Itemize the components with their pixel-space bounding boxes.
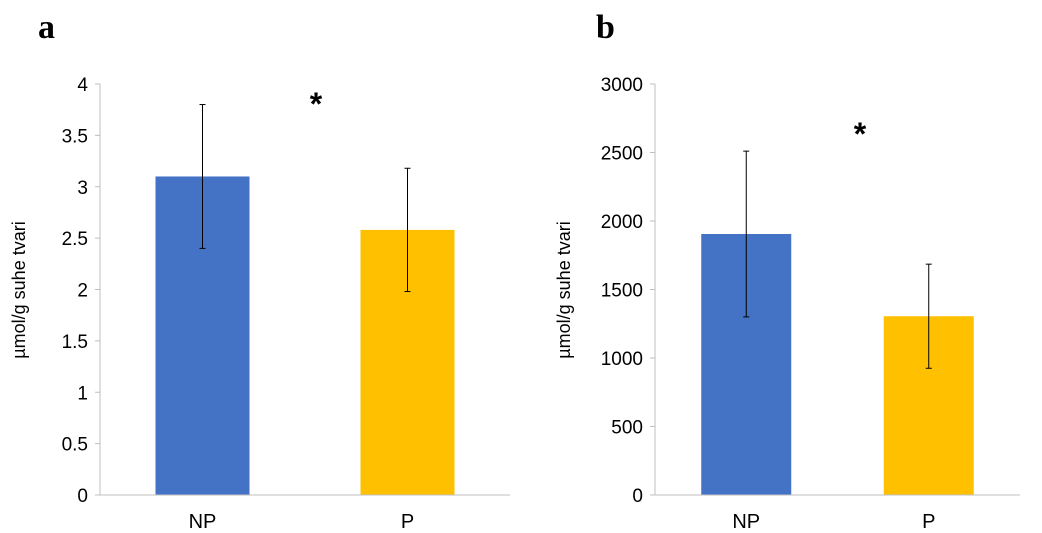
x-ticks-a: NP P (189, 511, 415, 533)
chart-panel-b: b µmol/g suhe tvari * 0 500 1000 1500 2000 25… (554, 9, 1020, 533)
y-axis-label-b: µmol/g suhe tvari (554, 221, 574, 358)
significance-marker-a: * (310, 86, 323, 122)
y-ticks-b: 0 500 1000 1500 2000 2500 3000 (601, 75, 655, 507)
significance-marker-b: * (854, 116, 867, 152)
x-ticks-b: NP P (732, 511, 935, 533)
y-tick-label: 3.5 (62, 126, 88, 147)
y-tick-label: 0.5 (62, 435, 88, 456)
y-tick-label: 2.5 (62, 229, 88, 250)
x-tick-label-np: NP (732, 511, 760, 533)
panel-label-b: b (596, 9, 615, 46)
y-tick-label: 0 (632, 486, 643, 507)
chart-panel-a: a µmol/g suhe tvari * 00.511.522.533.54 … (9, 9, 510, 533)
bars-b (701, 150, 974, 495)
y-tick-label: 1500 (601, 281, 643, 302)
y-tick-label: 1.5 (62, 332, 88, 353)
x-tick-label-np: NP (189, 511, 217, 533)
y-tick-label: 0 (77, 486, 88, 507)
panel-label-a: a (38, 9, 55, 46)
y-tick-label: 2000 (601, 212, 643, 233)
y-tick-label: 1000 (601, 349, 643, 370)
bars-a (155, 104, 455, 495)
y-tick-label: 500 (611, 418, 643, 439)
y-tick-label: 2500 (601, 144, 643, 165)
y-axis-label-a: µmol/g suhe tvari (9, 221, 29, 358)
x-tick-label-p: P (401, 511, 414, 533)
y-ticks-a: 0 0.5 1 1.5 2 2.5 3 3.5 4 (62, 75, 100, 507)
y-tick-label: 3 (77, 178, 88, 199)
y-tick-label: 2 (77, 281, 88, 302)
x-tick-label-p: P (922, 511, 935, 533)
y-tick-label: 1 (77, 383, 88, 404)
y-tick-label: 4 (77, 75, 88, 96)
y-tick-label: 3000 (601, 75, 643, 96)
